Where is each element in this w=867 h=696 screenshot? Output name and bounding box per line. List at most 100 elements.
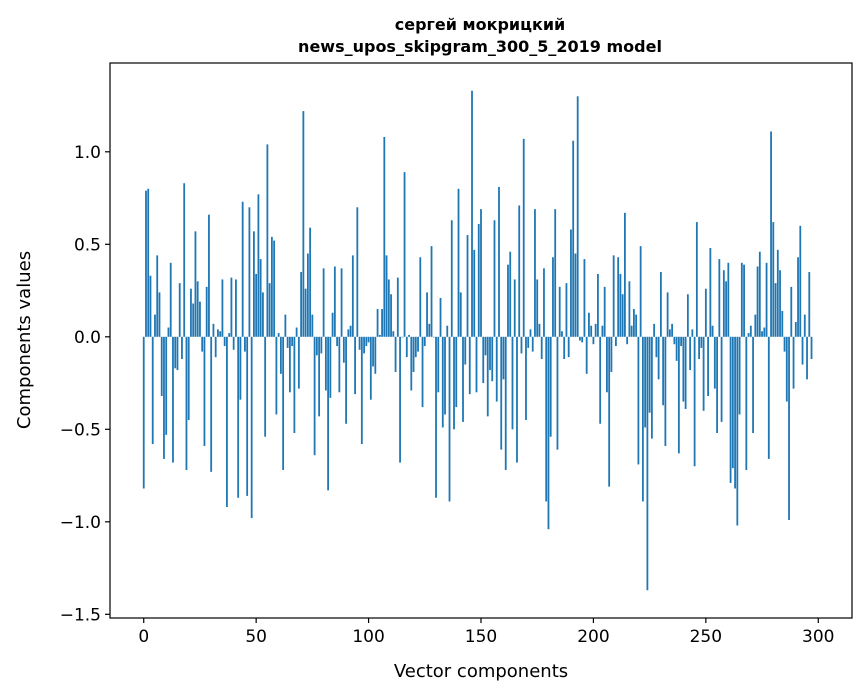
bar-221 — [639, 246, 642, 337]
bar-72 — [304, 288, 307, 337]
bar-205 — [603, 286, 606, 337]
bar-289 — [792, 336, 795, 389]
bar-110 — [390, 294, 392, 337]
bar-260 — [727, 262, 730, 337]
bar-246 — [695, 222, 698, 337]
bar-294 — [803, 314, 806, 337]
x-tick-label: 50 — [245, 627, 267, 647]
bar-194 — [579, 336, 581, 341]
bar-109 — [387, 279, 390, 337]
bar-247 — [698, 336, 700, 359]
bar-3 — [149, 275, 152, 337]
bar-244 — [691, 329, 694, 337]
bar-282 — [776, 249, 779, 337]
bar-104 — [376, 309, 379, 337]
bar-164 — [511, 336, 514, 430]
bar-123 — [419, 257, 422, 337]
bar-97 — [360, 336, 363, 445]
bar-284 — [781, 310, 784, 337]
bar-172 — [529, 329, 532, 337]
bar-182 — [552, 257, 554, 337]
y-tick-label: 0.0 — [74, 328, 101, 348]
bar-245 — [693, 336, 696, 467]
bar-106 — [381, 309, 383, 337]
bar-112 — [394, 336, 397, 372]
bar-51 — [257, 194, 260, 337]
bar-149 — [477, 223, 480, 337]
bar-37 — [226, 336, 228, 507]
bar-248 — [700, 336, 703, 348]
bar-8 — [160, 336, 163, 396]
y-tick-label: −1.5 — [60, 605, 101, 625]
bar-232 — [664, 336, 667, 446]
bar-87 — [338, 336, 341, 393]
bar-53 — [262, 292, 264, 337]
bar-268 — [745, 336, 748, 470]
bar-191 — [572, 140, 575, 337]
bar-133 — [441, 336, 444, 428]
bar-126 — [426, 292, 428, 337]
bar-113 — [396, 277, 399, 337]
bar-262 — [731, 336, 734, 469]
bar-258 — [722, 270, 725, 337]
bar-166 — [516, 336, 518, 463]
bar-292 — [799, 225, 802, 337]
bar-88 — [340, 268, 343, 337]
bar-31 — [212, 323, 215, 337]
bar-138 — [453, 336, 455, 430]
bar-20 — [187, 336, 190, 421]
bar-281 — [774, 283, 777, 337]
bar-102 — [372, 336, 374, 367]
bar-272 — [754, 314, 757, 337]
bar-278 — [767, 336, 770, 459]
bar-280 — [772, 222, 775, 337]
bar-79 — [320, 336, 323, 354]
bar-10 — [165, 336, 168, 435]
bar-218 — [633, 309, 635, 337]
bar-256 — [718, 259, 721, 337]
bar-236 — [673, 336, 676, 345]
bar-213 — [621, 294, 624, 337]
bar-179 — [545, 336, 548, 502]
bar-251 — [707, 336, 709, 396]
bar-9 — [163, 336, 165, 459]
bar-154 — [489, 336, 491, 371]
bar-134 — [444, 336, 446, 415]
bar-47 — [248, 207, 251, 337]
bar-186 — [561, 331, 563, 337]
bar-34 — [219, 331, 222, 337]
bar-27 — [203, 336, 206, 446]
bar-130 — [435, 336, 437, 498]
bar-220 — [637, 336, 640, 465]
bar-11 — [167, 327, 170, 337]
y-tick-label: −1.0 — [60, 513, 101, 533]
bar-94 — [354, 336, 356, 395]
bar-117 — [405, 336, 408, 358]
bar-65 — [288, 336, 291, 393]
bar-83 — [329, 336, 332, 398]
bar-241 — [684, 336, 687, 409]
bar-288 — [790, 286, 793, 337]
y-tick-label: −0.5 — [60, 420, 101, 440]
bar-169 — [522, 138, 525, 337]
bar-181 — [549, 336, 552, 437]
bar-22 — [192, 303, 195, 337]
bar-250 — [704, 288, 707, 337]
bar-216 — [628, 281, 631, 337]
bar-101 — [369, 336, 372, 400]
bar-192 — [574, 253, 577, 337]
bar-266 — [740, 262, 743, 337]
bar-144 — [466, 235, 469, 337]
bar-84 — [331, 312, 334, 337]
bar-2 — [147, 188, 150, 337]
bar-43 — [239, 336, 242, 400]
bar-295 — [806, 336, 808, 380]
bar-207 — [608, 336, 611, 487]
bar-116 — [403, 172, 406, 337]
plot-frame — [109, 62, 853, 619]
bar-178 — [543, 268, 545, 337]
bar-148 — [475, 336, 478, 393]
bar-208 — [610, 336, 613, 372]
bar-147 — [473, 249, 476, 337]
bar-155 — [491, 336, 494, 382]
